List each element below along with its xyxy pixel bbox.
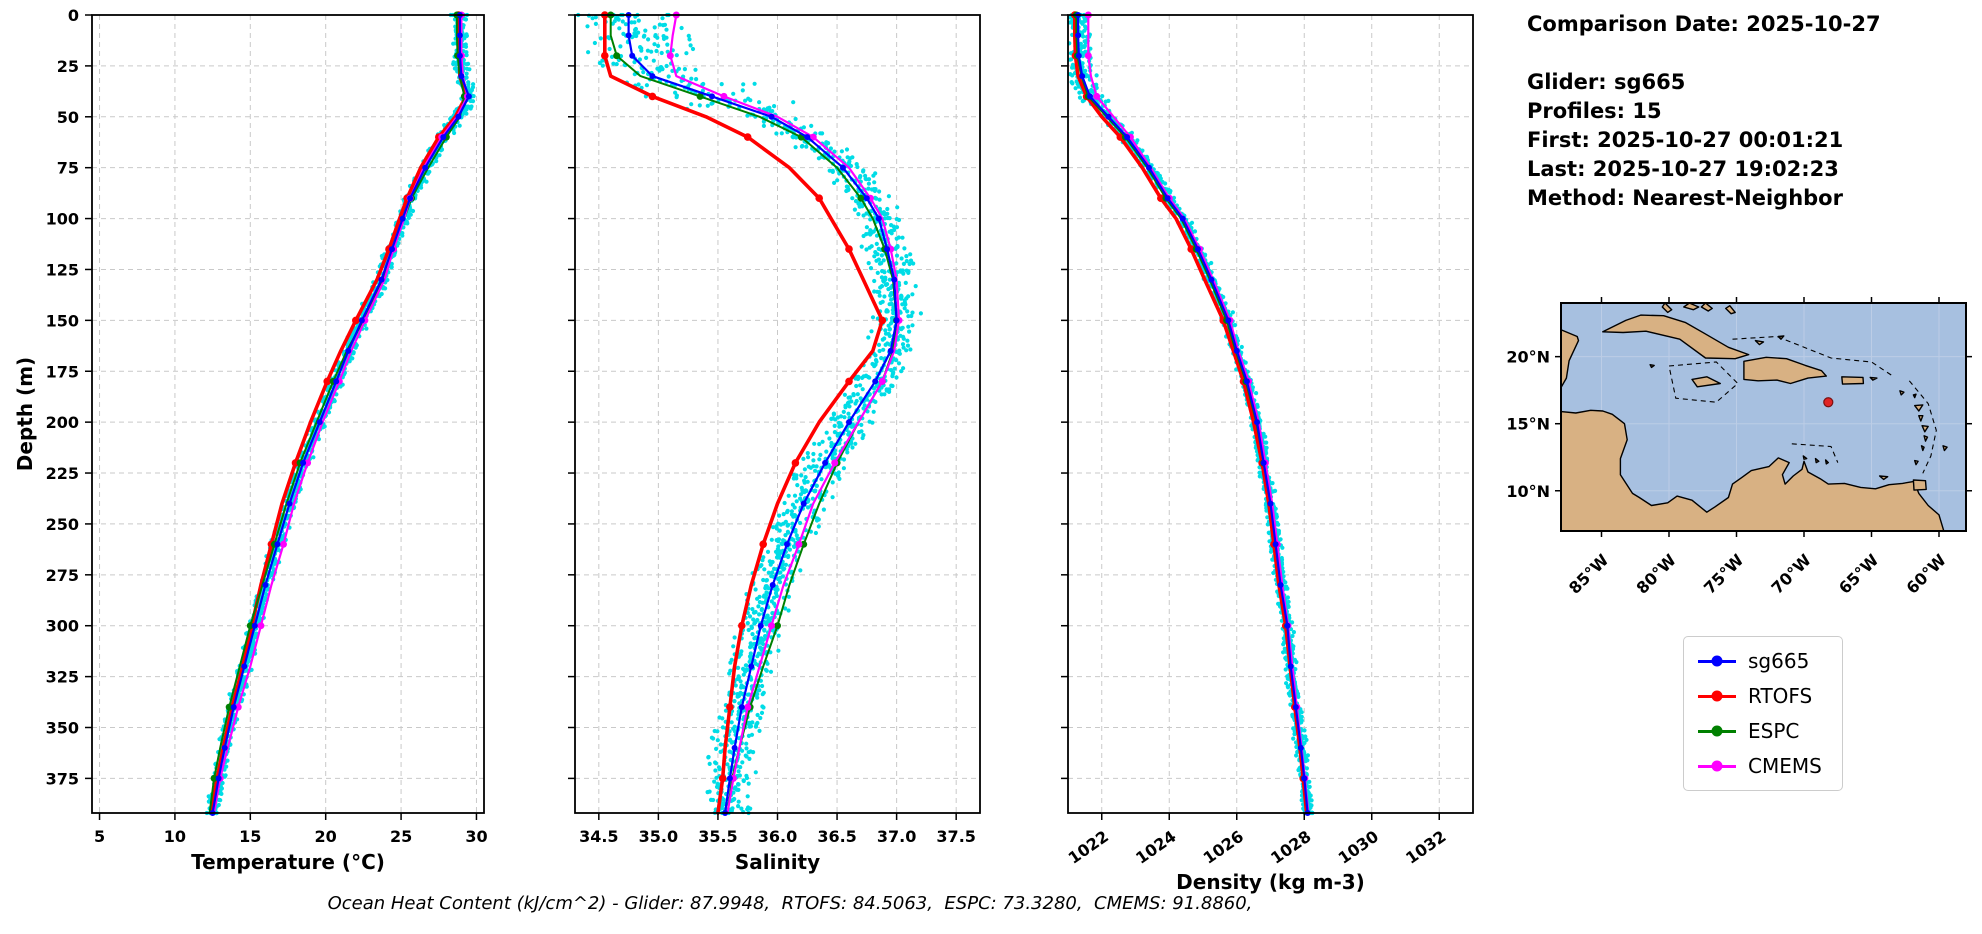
svg-text:36.0: 36.0 (758, 827, 797, 846)
svg-text:36.5: 36.5 (817, 827, 856, 846)
info-panel: Comparison Date: 2025-10-27 Glider: sg66… (1527, 10, 1881, 213)
svg-text:100: 100 (46, 210, 79, 229)
legend-line-sample-cmems (1698, 760, 1736, 772)
legend-marker-espc (1711, 725, 1723, 737)
svg-text:275: 275 (46, 566, 79, 585)
svg-text:85°W: 85°W (1565, 550, 1613, 598)
legend-marker-sg665 (1711, 655, 1723, 667)
svg-text:70°W: 70°W (1768, 550, 1816, 598)
svg-text:5: 5 (94, 827, 105, 846)
legend-label-sg665: sg665 (1748, 649, 1810, 673)
svg-text:350: 350 (46, 719, 79, 738)
svg-text:125: 125 (46, 260, 79, 279)
svg-text:25: 25 (390, 827, 412, 846)
legend-label-cmems: CMEMS (1748, 754, 1822, 778)
svg-text:75°W: 75°W (1700, 550, 1748, 598)
svg-text:225: 225 (46, 464, 79, 483)
legend-label-rtofs: RTOFS (1748, 684, 1813, 708)
last-profile-text: Last: 2025-10-27 19:02:23 (1527, 157, 1839, 181)
legend-item-espc: ESPC (1698, 719, 1822, 743)
svg-text:37.0: 37.0 (877, 827, 916, 846)
legend-marker-cmems (1711, 760, 1723, 772)
svg-text:300: 300 (46, 617, 79, 636)
svg-text:34.5: 34.5 (579, 827, 618, 846)
comparison-date-text: Comparison Date: 2025-10-27 (1527, 12, 1881, 36)
svg-text:10°N: 10°N (1506, 482, 1550, 501)
location-map: 85°W 80°W 75°W 70°W 65°W 60°W 10°N 15°N 20°N (1506, 297, 1972, 598)
density-profile-chart: 1022 1024 1026 1028 1030 1032 Density (kg m-3) (1061, 11, 1474, 894)
svg-text:15°N: 15°N (1506, 415, 1550, 434)
legend: sg665 RTOFS ESPC CMEMS (1683, 636, 1843, 791)
svg-text:30: 30 (465, 827, 487, 846)
legend-line-sample-sg665 (1698, 655, 1736, 667)
svg-text:65°W: 65°W (1835, 550, 1883, 598)
ocean-heat-content-caption: Ocean Heat Content (kJ/cm^2) - Glider: 8… (327, 893, 1253, 914)
svg-text:150: 150 (46, 311, 79, 330)
method-text: Method: Nearest-Neighbor (1527, 186, 1843, 210)
svg-text:1030: 1030 (1335, 827, 1382, 868)
svg-text:175: 175 (46, 362, 79, 381)
svg-text:10: 10 (164, 827, 186, 846)
temperature-profile-chart: 5 10 15 20 25 3002550751001251501752002252502… (13, 6, 488, 874)
svg-text:75: 75 (57, 159, 79, 178)
legend-item-sg665: sg665 (1698, 649, 1822, 673)
svg-text:1024: 1024 (1132, 827, 1179, 868)
svg-text:15: 15 (239, 827, 261, 846)
svg-text:20°N: 20°N (1506, 348, 1550, 367)
svg-text:Density (kg m-3): Density (kg m-3) (1176, 870, 1365, 894)
svg-text:80°W: 80°W (1633, 550, 1681, 598)
svg-text:Depth (m): Depth (m) (13, 357, 37, 471)
svg-text:20: 20 (315, 827, 337, 846)
svg-text:1032: 1032 (1402, 827, 1449, 868)
svg-text:Temperature (°C): Temperature (°C) (191, 850, 385, 874)
legend-item-rtofs: RTOFS (1698, 684, 1822, 708)
svg-text:1028: 1028 (1267, 827, 1314, 868)
legend-label-espc: ESPC (1748, 719, 1800, 743)
svg-text:35.0: 35.0 (639, 827, 678, 846)
svg-text:1022: 1022 (1065, 827, 1112, 868)
svg-text:Salinity: Salinity (735, 850, 820, 874)
svg-text:0: 0 (68, 6, 79, 25)
svg-text:37.5: 37.5 (936, 827, 975, 846)
salinity-profile-chart: 34.5 35.0 35.5 36.0 36.5 37.0 37.5 Salinity (568, 11, 981, 874)
svg-text:60°W: 60°W (1903, 550, 1951, 598)
svg-text:25: 25 (57, 57, 79, 76)
legend-item-cmems: CMEMS (1698, 754, 1822, 778)
svg-text:200: 200 (46, 413, 79, 432)
first-profile-text: First: 2025-10-27 00:01:21 (1527, 128, 1844, 152)
svg-text:50: 50 (57, 108, 79, 127)
legend-line-sample-espc (1698, 725, 1736, 737)
legend-line-sample-rtofs (1698, 690, 1736, 702)
svg-text:375: 375 (46, 769, 79, 788)
glider-name-text: Glider: sg665 (1527, 70, 1686, 94)
svg-text:35.5: 35.5 (698, 827, 737, 846)
profiles-count-text: Profiles: 15 (1527, 99, 1662, 123)
svg-text:325: 325 (46, 668, 79, 687)
svg-text:1026: 1026 (1200, 827, 1247, 868)
svg-text:250: 250 (46, 515, 79, 534)
legend-marker-rtofs (1711, 690, 1723, 702)
